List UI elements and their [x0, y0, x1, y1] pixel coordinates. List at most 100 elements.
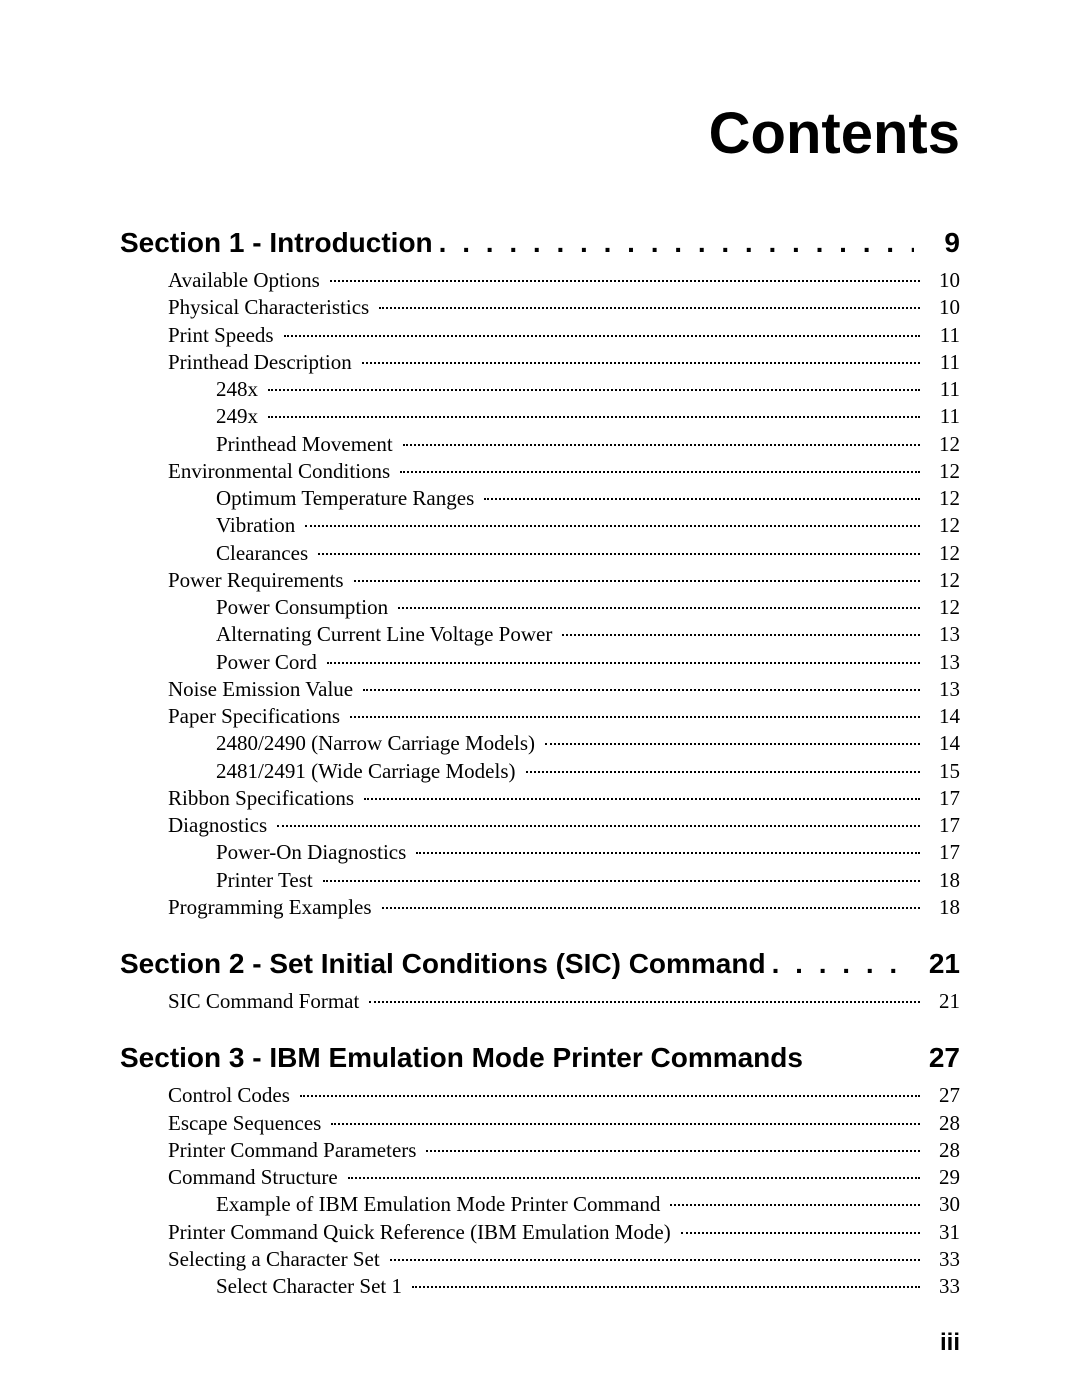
toc-entry-page: 17 — [930, 839, 960, 865]
section-heading-page: 9 — [914, 227, 960, 259]
toc-entry-page: 17 — [930, 812, 960, 838]
toc-entry-leader — [670, 1204, 920, 1206]
toc-entry-page: 29 — [930, 1164, 960, 1190]
toc-entry-label: Selecting a Character Set — [168, 1246, 380, 1272]
toc-entry: Physical Characteristics10 — [168, 294, 960, 320]
toc-entry-leader — [412, 1286, 920, 1288]
toc-entry-page: 18 — [930, 894, 960, 920]
toc-entry-page: 33 — [930, 1246, 960, 1272]
toc-entry-label: Vibration — [216, 512, 295, 538]
toc-entry: Printhead Movement 12 — [216, 431, 960, 457]
toc-entry-label: Printer Command Parameters — [168, 1137, 416, 1163]
toc-entry-leader — [681, 1232, 920, 1234]
toc-entry-page: 27 — [930, 1082, 960, 1108]
toc-entry-label: Optimum Temperature Ranges — [216, 485, 474, 511]
toc-entry: Programming Examples 18 — [168, 894, 960, 920]
toc-entry-label: Printhead Movement — [216, 431, 393, 457]
section-heading-label: Section 3 - IBM Emulation Mode Printer C… — [120, 1042, 803, 1074]
toc-entry-label: Command Structure — [168, 1164, 338, 1190]
toc-entry-leader — [362, 362, 920, 364]
toc-entry: Power Consumption12 — [216, 594, 960, 620]
toc-entry-label: Alternating Current Line Voltage Power — [216, 621, 552, 647]
toc-entry: Power Requirements12 — [168, 567, 960, 593]
toc-entry-label: Ribbon Specifications — [168, 785, 354, 811]
toc-entry-leader — [327, 662, 920, 664]
section-block: Section 1 - Introduction . . . . . . . .… — [120, 227, 960, 920]
toc-entry-leader — [300, 1095, 920, 1097]
page-title: Contents — [120, 100, 960, 167]
toc-entry: Diagnostics17 — [168, 812, 960, 838]
toc-entry-label: 249x — [216, 403, 258, 429]
toc-entry-leader — [484, 498, 920, 500]
section-heading-page: 21 — [914, 948, 960, 980]
section-heading-row: Section 3 - IBM Emulation Mode Printer C… — [120, 1042, 960, 1074]
toc-entry-page: 18 — [930, 867, 960, 893]
toc-entry-label: 2480/2490 (Narrow Carriage Models) — [216, 730, 535, 756]
table-of-contents: Section 1 - Introduction . . . . . . . .… — [120, 227, 960, 1299]
toc-entry-page: 12 — [930, 540, 960, 566]
toc-entry-label: Programming Examples — [168, 894, 372, 920]
toc-entry-page: 33 — [930, 1273, 960, 1299]
toc-entry-leader — [398, 607, 920, 609]
toc-entry-page: 10 — [930, 267, 960, 293]
toc-entry-label: Environmental Conditions — [168, 458, 390, 484]
section-heading-label: Section 2 - Set Initial Conditions (SIC)… — [120, 948, 766, 980]
toc-entry-leader — [330, 280, 920, 282]
section-heading-label: Section 1 - Introduction — [120, 227, 433, 259]
toc-entry: Escape Sequences28 — [168, 1110, 960, 1136]
toc-entry-page: 11 — [930, 322, 960, 348]
toc-entry: Printer Test18 — [216, 867, 960, 893]
toc-entry-page: 10 — [930, 294, 960, 320]
toc-entry-page: 13 — [930, 676, 960, 702]
toc-entry-label: Printhead Description — [168, 349, 352, 375]
toc-entry-label: Printer Command Quick Reference (IBM Emu… — [168, 1219, 671, 1245]
toc-entry-leader — [364, 798, 920, 800]
toc-entry-leader — [350, 716, 920, 718]
toc-entry: Printhead Description 11 — [168, 349, 960, 375]
toc-entry-leader — [382, 907, 920, 909]
toc-entry-leader — [284, 335, 920, 337]
toc-entry: Select Character Set 133 — [216, 1273, 960, 1299]
toc-entry-label: Power-On Diagnostics — [216, 839, 406, 865]
toc-entry-leader — [318, 553, 920, 555]
toc-entry: Example of IBM Emulation Mode Printer Co… — [216, 1191, 960, 1217]
toc-entry-leader — [354, 580, 920, 582]
toc-entry-label: Power Requirements — [168, 567, 344, 593]
toc-entry-label: Print Speeds — [168, 322, 274, 348]
toc-entry-label: Power Consumption — [216, 594, 388, 620]
toc-entry-leader — [268, 416, 920, 418]
toc-entry: SIC Command Format21 — [168, 988, 960, 1014]
toc-entry: Print Speeds 11 — [168, 322, 960, 348]
toc-entry-leader — [305, 525, 920, 527]
section-heading-row: Section 2 - Set Initial Conditions (SIC)… — [120, 948, 960, 980]
toc-entry-leader — [390, 1259, 920, 1261]
toc-entry: Vibration12 — [216, 512, 960, 538]
toc-entry-label: Paper Specifications — [168, 703, 340, 729]
toc-entry-page: 13 — [930, 621, 960, 647]
toc-entry-page: 11 — [930, 403, 960, 429]
toc-entry-leader — [545, 743, 920, 745]
toc-entry-leader — [277, 825, 920, 827]
toc-entry-page: 28 — [930, 1110, 960, 1136]
toc-entry-leader — [416, 852, 920, 854]
toc-entry: Clearances12 — [216, 540, 960, 566]
toc-entry-leader — [426, 1150, 920, 1152]
toc-entry: Printer Command Quick Reference (IBM Emu… — [168, 1219, 960, 1245]
section-heading-leader: . . . . . . . . . . . . . . . . . . . . … — [433, 227, 914, 259]
toc-entry-page: 28 — [930, 1137, 960, 1163]
toc-entry-leader — [348, 1177, 920, 1179]
section-block: Section 2 - Set Initial Conditions (SIC)… — [120, 948, 960, 1014]
toc-entry-page: 21 — [930, 988, 960, 1014]
toc-entry: 2480/2490 (Narrow Carriage Models)14 — [216, 730, 960, 756]
toc-entry-page: 17 — [930, 785, 960, 811]
section-heading-leader: . . . . . . . . . . . . . . . . . . . . … — [766, 948, 914, 980]
toc-entry-page: 11 — [930, 349, 960, 375]
toc-entry-leader — [526, 771, 921, 773]
toc-entry-page: 12 — [930, 458, 960, 484]
toc-entry: Environmental Conditions 12 — [168, 458, 960, 484]
toc-entry-leader — [331, 1123, 920, 1125]
toc-entry-leader — [562, 634, 920, 636]
toc-entry-page: 12 — [930, 431, 960, 457]
toc-entry-page: 31 — [930, 1219, 960, 1245]
toc-entry: Selecting a Character Set 33 — [168, 1246, 960, 1272]
